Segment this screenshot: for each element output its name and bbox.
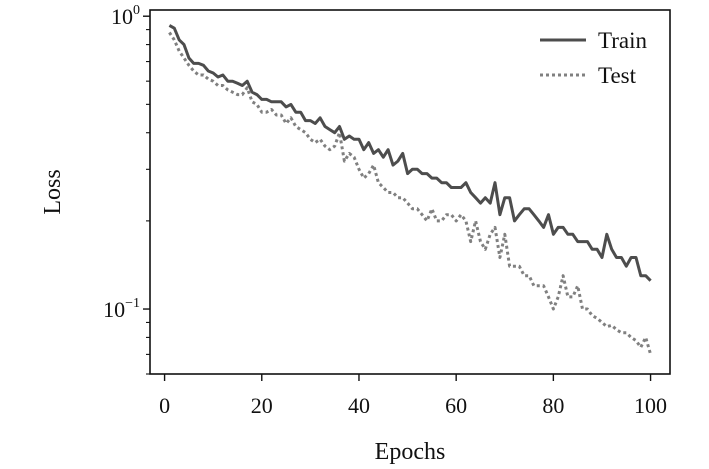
legend-label-train: Train [598, 28, 647, 53]
y-tick-label-base: 10 [111, 4, 133, 29]
x-tick-label-0: 0 [159, 393, 170, 418]
series-layer [168, 24, 653, 355]
x-tick-label-40: 40 [348, 393, 370, 418]
x-tick-labels: 0 20 40 60 80 100 [159, 393, 667, 418]
x-tick-label-20: 20 [251, 393, 273, 418]
y-tick-label-0: 100 [111, 3, 140, 29]
axis-ticks [143, 15, 652, 381]
y-tick-label-base: 10 [103, 297, 125, 322]
y-axis-label: Loss [40, 169, 66, 214]
series-line-train [168, 24, 652, 282]
y-tick-label-exponent: −1 [125, 296, 140, 311]
legend: Train Test [540, 28, 647, 88]
y-tick-label-exponent: 0 [133, 3, 140, 18]
legend-label-test: Test [598, 63, 637, 88]
x-tick-label-100: 100 [634, 393, 667, 418]
x-axis-label: Epochs [375, 439, 446, 465]
plot-area-frame [149, 9, 671, 375]
y-tick-label-1: 10−1 [103, 296, 140, 322]
series-line-test [168, 31, 653, 355]
x-tick-label-60: 60 [445, 393, 467, 418]
x-tick-label-80: 80 [542, 393, 564, 418]
